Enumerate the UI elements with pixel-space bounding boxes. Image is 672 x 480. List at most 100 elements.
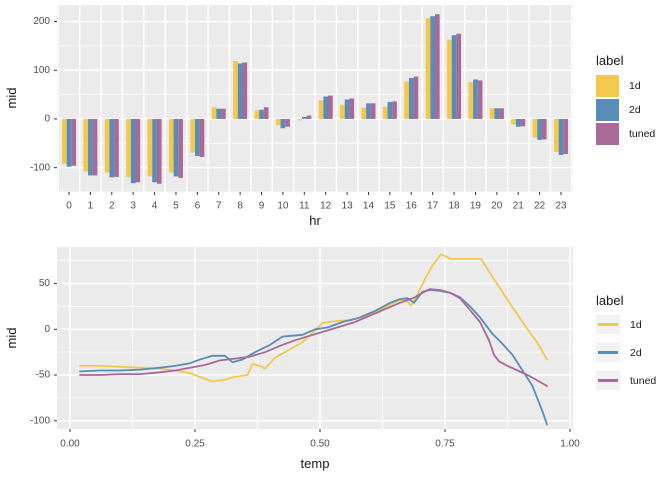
bar-2d-hr14 (366, 103, 371, 119)
bar-1d-hr1 (83, 118, 89, 172)
bar-2d-hr11 (301, 117, 307, 119)
bar-1d-hr7 (211, 107, 217, 119)
bar-2d-hr22 (537, 118, 542, 140)
legend-entry-2d: 2d (596, 99, 655, 121)
bar-2d-hr3 (130, 118, 136, 184)
bar-tuned-hr20 (499, 108, 504, 119)
legend-entry-1d: 1d (596, 315, 656, 334)
legend-key-swatch-tuned (596, 123, 619, 145)
legend-label-1d: 1d (629, 80, 641, 92)
bar-2d-hr13 (344, 99, 350, 119)
bar-tuned-hr11 (306, 115, 312, 119)
x-tick-label: 0.00 (60, 439, 80, 450)
bar-2d-hr21 (515, 118, 521, 127)
legend-key-swatch-1d (596, 75, 619, 97)
bar-1d-hr8 (233, 61, 238, 119)
bar-1d-hr5 (168, 118, 174, 173)
bar-tuned-hr9 (263, 107, 269, 119)
legend-label-tuned: tuned (630, 374, 657, 387)
x-tick-label: 0.75 (435, 439, 455, 450)
legend-label-2d: 2d (630, 346, 642, 359)
x-tick-label: 5 (173, 201, 179, 212)
x-tick-label: 18 (448, 201, 460, 212)
bar-1d-hr14 (361, 107, 367, 119)
legend-key-line-1d (596, 315, 620, 334)
bar-1d-hr19 (468, 81, 474, 119)
x-tick-label: 1 (88, 201, 94, 212)
x-tick-label: 11 (299, 201, 310, 212)
bar-y-axis-title: mid (4, 88, 19, 109)
x-tick-label: 7 (216, 201, 222, 212)
bar-tuned-hr3 (135, 118, 141, 183)
x-tick-label: 22 (534, 201, 546, 212)
bar-tuned-hr0 (71, 118, 77, 166)
legend-line-sample-2d (598, 351, 618, 354)
bar-2d-hr23 (558, 118, 564, 155)
bar-1d-hr15 (382, 106, 388, 119)
bar-2d-hr4 (152, 118, 157, 183)
line-series-tuned (79, 288, 548, 387)
y-tick-label: 100 (33, 65, 50, 76)
bar-2d-hr19 (473, 79, 478, 119)
x-tick-label: 21 (513, 201, 525, 212)
bar-2d-hr17 (430, 16, 435, 119)
bar-x-axis-title: hr (309, 213, 321, 228)
bar-tuned-hr23 (563, 118, 569, 155)
x-tick-label: 14 (363, 201, 375, 212)
bar-tuned-hr6 (199, 118, 205, 157)
bar-tuned-hr19 (477, 80, 483, 119)
x-tick-label: 20 (491, 201, 503, 212)
legend-label-1d: 1d (630, 318, 642, 331)
x-tick-label: 0.25 (185, 439, 205, 450)
bar-tuned-hr21 (520, 118, 526, 127)
line-legend-title: label (596, 293, 624, 308)
bar-1d-hr20 (489, 108, 495, 119)
y-tick-label: -50 (36, 370, 51, 381)
bar-1d-hr9 (254, 110, 260, 119)
x-tick-label: 16 (406, 201, 418, 212)
bar-2d-hr1 (88, 118, 93, 176)
bar-tuned-hr2 (114, 118, 119, 177)
legend-line-sample-tuned (598, 379, 618, 382)
bar-1d-hr10 (275, 118, 281, 126)
line-series-2d (79, 289, 548, 426)
line-y-axis-title: mid (4, 328, 19, 349)
legend-key-swatch-2d (596, 99, 619, 121)
bar-tuned-hr4 (156, 118, 162, 184)
bar-2d-hr5 (173, 118, 179, 177)
x-tick-label: 3 (130, 201, 136, 212)
bar-1d-hr11 (297, 118, 302, 121)
bar-2d-hr2 (109, 118, 115, 178)
bar-2d-hr6 (195, 118, 200, 156)
legend-line-sample-1d (598, 323, 618, 326)
y-tick-label: 0 (44, 114, 50, 125)
x-tick-label: 15 (384, 201, 396, 212)
x-tick-label: 1.00 (560, 439, 580, 450)
bar-2d-hr20 (494, 108, 500, 119)
bar-tuned-hr12 (328, 95, 333, 119)
bar-1d-hr12 (318, 100, 324, 119)
bar-legend-entries: 1d 2d tuned (596, 75, 655, 147)
x-tick-label: 0 (66, 201, 72, 212)
bar-1d-hr21 (511, 118, 516, 125)
bar-1d-hr4 (147, 118, 153, 177)
bar-tuned-hr17 (434, 14, 440, 119)
x-tick-label: 6 (195, 201, 201, 212)
temp-line-chart-panel: 0.00 0.25 0.50 0.75 1.00 -100 -50 0 50 (30, 247, 580, 450)
x-tick-label: 0.50 (310, 439, 330, 450)
bar-series-tuned (71, 14, 569, 184)
bar-2d-hr12 (323, 96, 329, 119)
bar-1d-hr2 (104, 118, 110, 173)
x-tick-label: 19 (470, 201, 482, 212)
x-tick-label: 8 (237, 201, 243, 212)
y-tick-label: 0 (44, 324, 50, 335)
y-tick-label: -100 (30, 162, 50, 173)
x-tick-label: 17 (427, 201, 439, 212)
bar-tuned-hr14 (370, 103, 376, 119)
x-tick-label: 10 (277, 201, 289, 212)
x-tick-label: 13 (342, 201, 354, 212)
bar-tuned-hr13 (349, 98, 355, 119)
bar-series-2d (66, 16, 564, 184)
bar-2d-hr10 (280, 118, 286, 129)
